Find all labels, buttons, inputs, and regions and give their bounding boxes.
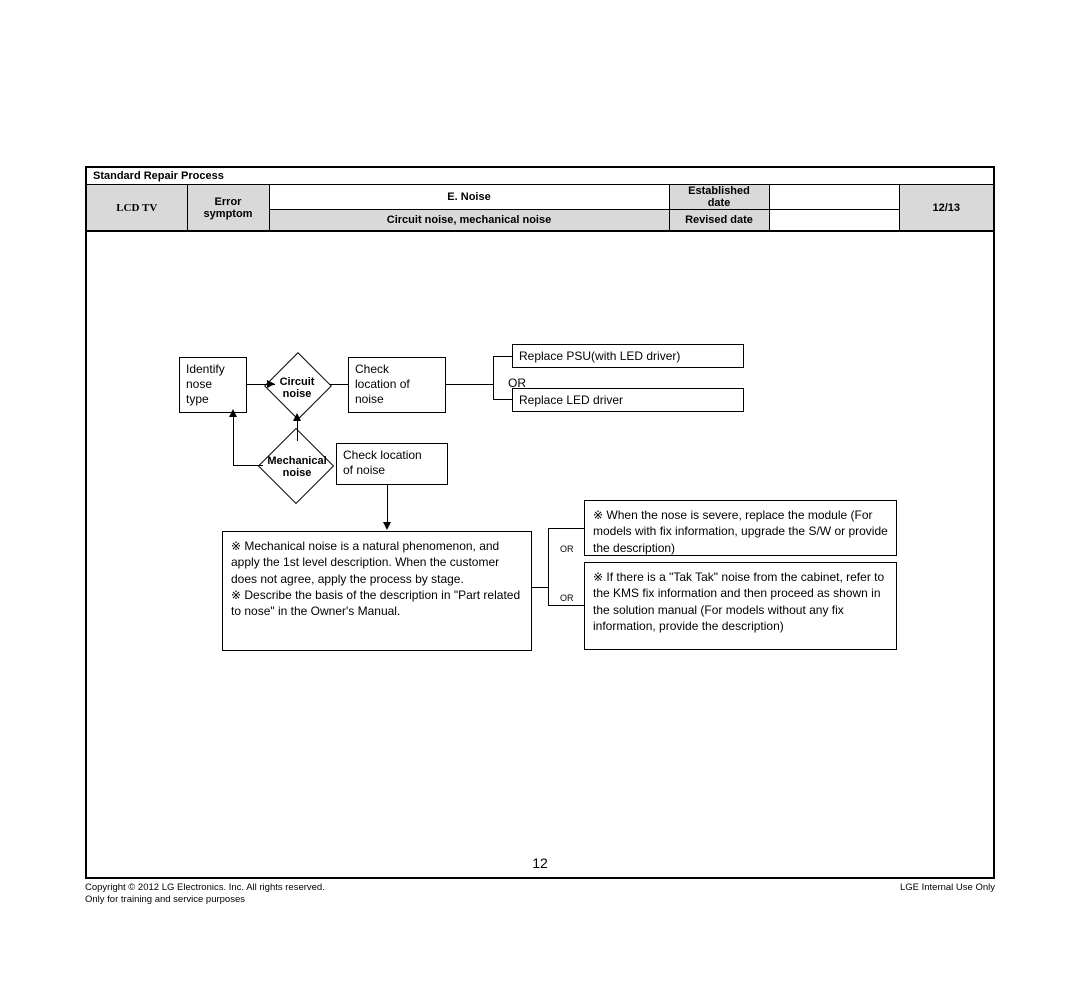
mechanical-note: ※ Mechanical noise is a natural phenomen… [222,531,532,651]
section-subtitle: Circuit noise, mechanical noise [269,210,669,231]
established-label: Established date [669,185,769,210]
taktak-note: ※ If there is a "Tak Tak" noise from the… [584,562,897,650]
header-table: LCD TV Error symptom E. Noise Establishe… [87,185,993,231]
footer: Copyright © 2012 LG Electronics. Inc. Al… [85,882,995,893]
or-label-2: OR [560,544,574,554]
product-cell: LCD TV [87,185,187,231]
page-number: 12 [87,855,993,871]
identify-box: Identify nose type [179,357,247,413]
page-frame: Standard Repair Process LCD TV Error sym… [85,166,995,879]
or-label-3: OR [560,593,574,603]
flow-area: Identify nose type Circuit noise Mechani… [87,231,993,877]
footer-2: Only for training and service purposes [85,894,995,905]
process-title: Standard Repair Process [87,168,993,185]
section-title: E. Noise [269,185,669,210]
footer-internal: LGE Internal Use Only [900,882,995,893]
established-value [769,185,899,210]
replace-psu-box: Replace PSU(with LED driver) [512,344,744,368]
check-location-mech: Check location of noise [336,443,448,485]
page-indicator: 12/13 [899,185,993,231]
revised-value [769,210,899,231]
severe-note: ※ When the nose is severe, replace the m… [584,500,897,556]
replace-led-box: Replace LED driver [512,388,744,412]
footer-copyright: Copyright © 2012 LG Electronics. Inc. Al… [85,882,325,893]
error-symptom-label: Error symptom [187,185,269,231]
footer-purpose: Only for training and service purposes [85,894,245,905]
check-location-circuit: Check location of noise [348,357,446,413]
revised-label: Revised date [669,210,769,231]
